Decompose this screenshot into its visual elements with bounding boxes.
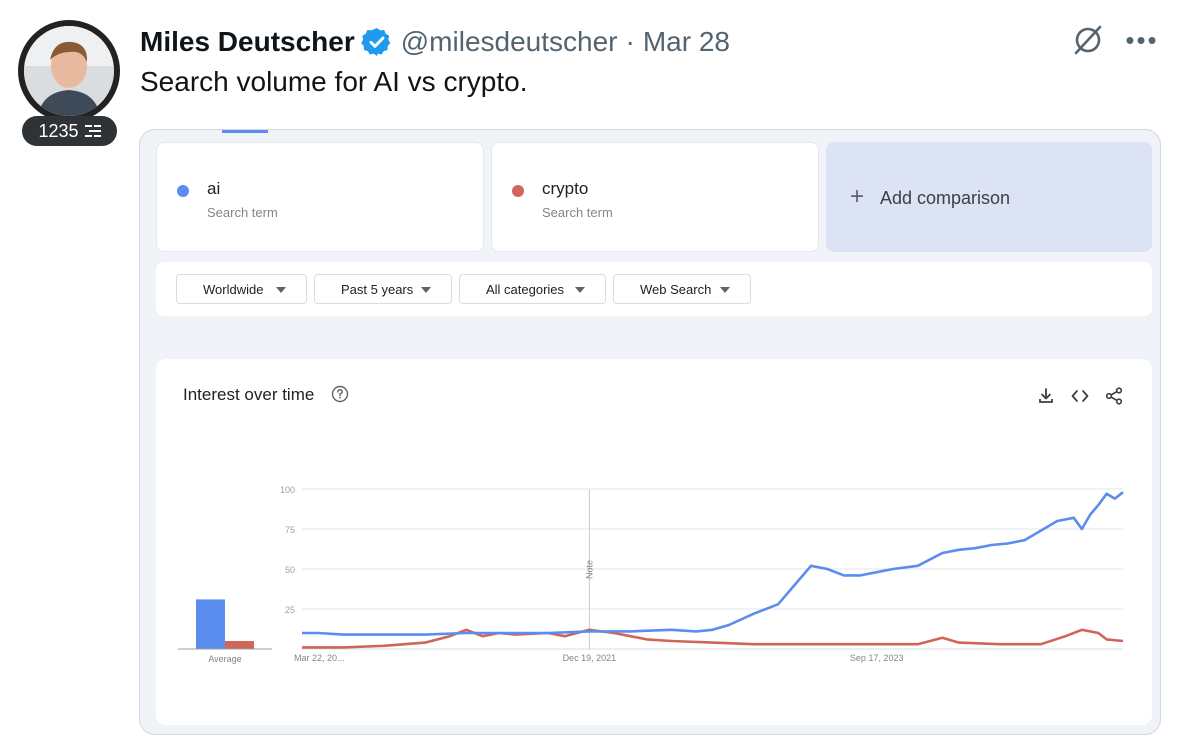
count-badge: 1235 — [22, 116, 117, 146]
filter-region[interactable]: Worldwide — [176, 274, 307, 304]
dropdown-caret-icon — [276, 287, 286, 293]
filter-category[interactable]: All categories — [459, 274, 606, 304]
term-name: crypto — [542, 179, 589, 198]
filter-label: Worldwide — [203, 281, 264, 297]
chart-title: Interest over time — [183, 385, 315, 404]
term-type: Search term — [542, 205, 613, 220]
share-icon[interactable] — [1104, 386, 1124, 406]
filter-search-type[interactable]: Web Search — [613, 274, 751, 304]
average-bar-ai — [196, 599, 225, 649]
x-tick-label: Dec 19, 2021 — [563, 653, 617, 663]
avatar-image — [24, 26, 114, 116]
more-options-icon[interactable]: ••• — [1125, 25, 1159, 55]
interest-over-time-card: Interest over time 100 75 50 25 Mar 22, 20..… — [156, 359, 1152, 725]
tweet-header: Miles Deutscher @milesdeutscher · Mar 28 — [140, 24, 730, 60]
author-handle[interactable]: @milesdeutscher — [400, 26, 618, 57]
filter-label: Web Search — [640, 281, 712, 297]
y-tick-label: 100 — [280, 485, 295, 495]
y-tick-label: 75 — [285, 525, 295, 535]
badge-count: 1235 — [38, 120, 79, 141]
tweet-text: Search volume for AI vs crypto. — [140, 66, 528, 97]
add-comparison-label: Add comparison — [880, 188, 1011, 208]
grok-icon[interactable] — [1070, 22, 1106, 58]
y-tick-label: 50 — [285, 565, 295, 575]
avatar[interactable] — [18, 20, 120, 122]
average-label: Average — [208, 654, 241, 664]
filter-label: Past 5 years — [341, 281, 414, 297]
author-name[interactable]: Miles Deutscher — [140, 26, 355, 57]
plus-icon: + — [850, 183, 865, 210]
note-label: Note — [584, 560, 594, 579]
trend-chart: 100 75 50 25 Mar 22, 20... Dec 19, 2021 Sep 17… — [178, 485, 1124, 664]
dropdown-caret-icon — [421, 287, 431, 293]
y-tick-label: 25 — [285, 605, 295, 615]
filter-time-range[interactable]: Past 5 years — [314, 274, 452, 304]
filter-bar: Worldwide Past 5 years All categories We… — [156, 262, 1152, 316]
average-bar-crypto — [225, 641, 254, 649]
add-comparison-button[interactable]: + Add comparison — [826, 142, 1152, 252]
term-name: ai — [207, 179, 221, 198]
dropdown-caret-icon — [575, 287, 585, 293]
search-term-card-ai[interactable]: ai Search term — [156, 142, 484, 252]
search-term-card-crypto[interactable]: crypto Search term — [491, 142, 819, 252]
download-icon[interactable] — [1036, 386, 1056, 406]
embed-icon[interactable] — [1070, 386, 1090, 406]
verified-icon — [360, 28, 391, 56]
tab-indicator — [222, 130, 268, 133]
x-tick-label: Mar 22, 20... — [294, 653, 345, 663]
series-line-crypto — [302, 628, 1124, 649]
help-icon[interactable] — [331, 385, 349, 403]
term-type: Search term — [207, 205, 278, 220]
list-icon — [84, 125, 101, 137]
separator: · — [625, 26, 635, 57]
filter-label: All categories — [486, 281, 565, 297]
series-color-dot — [177, 185, 189, 197]
tweet-date[interactable]: Mar 28 — [642, 26, 730, 57]
media-image[interactable]: ai Search term crypto Search term + Add … — [139, 129, 1161, 735]
dropdown-caret-icon — [720, 287, 730, 293]
series-color-dot — [512, 185, 524, 197]
series-line-ai — [302, 491, 1124, 636]
x-tick-label: Sep 17, 2023 — [850, 653, 904, 663]
